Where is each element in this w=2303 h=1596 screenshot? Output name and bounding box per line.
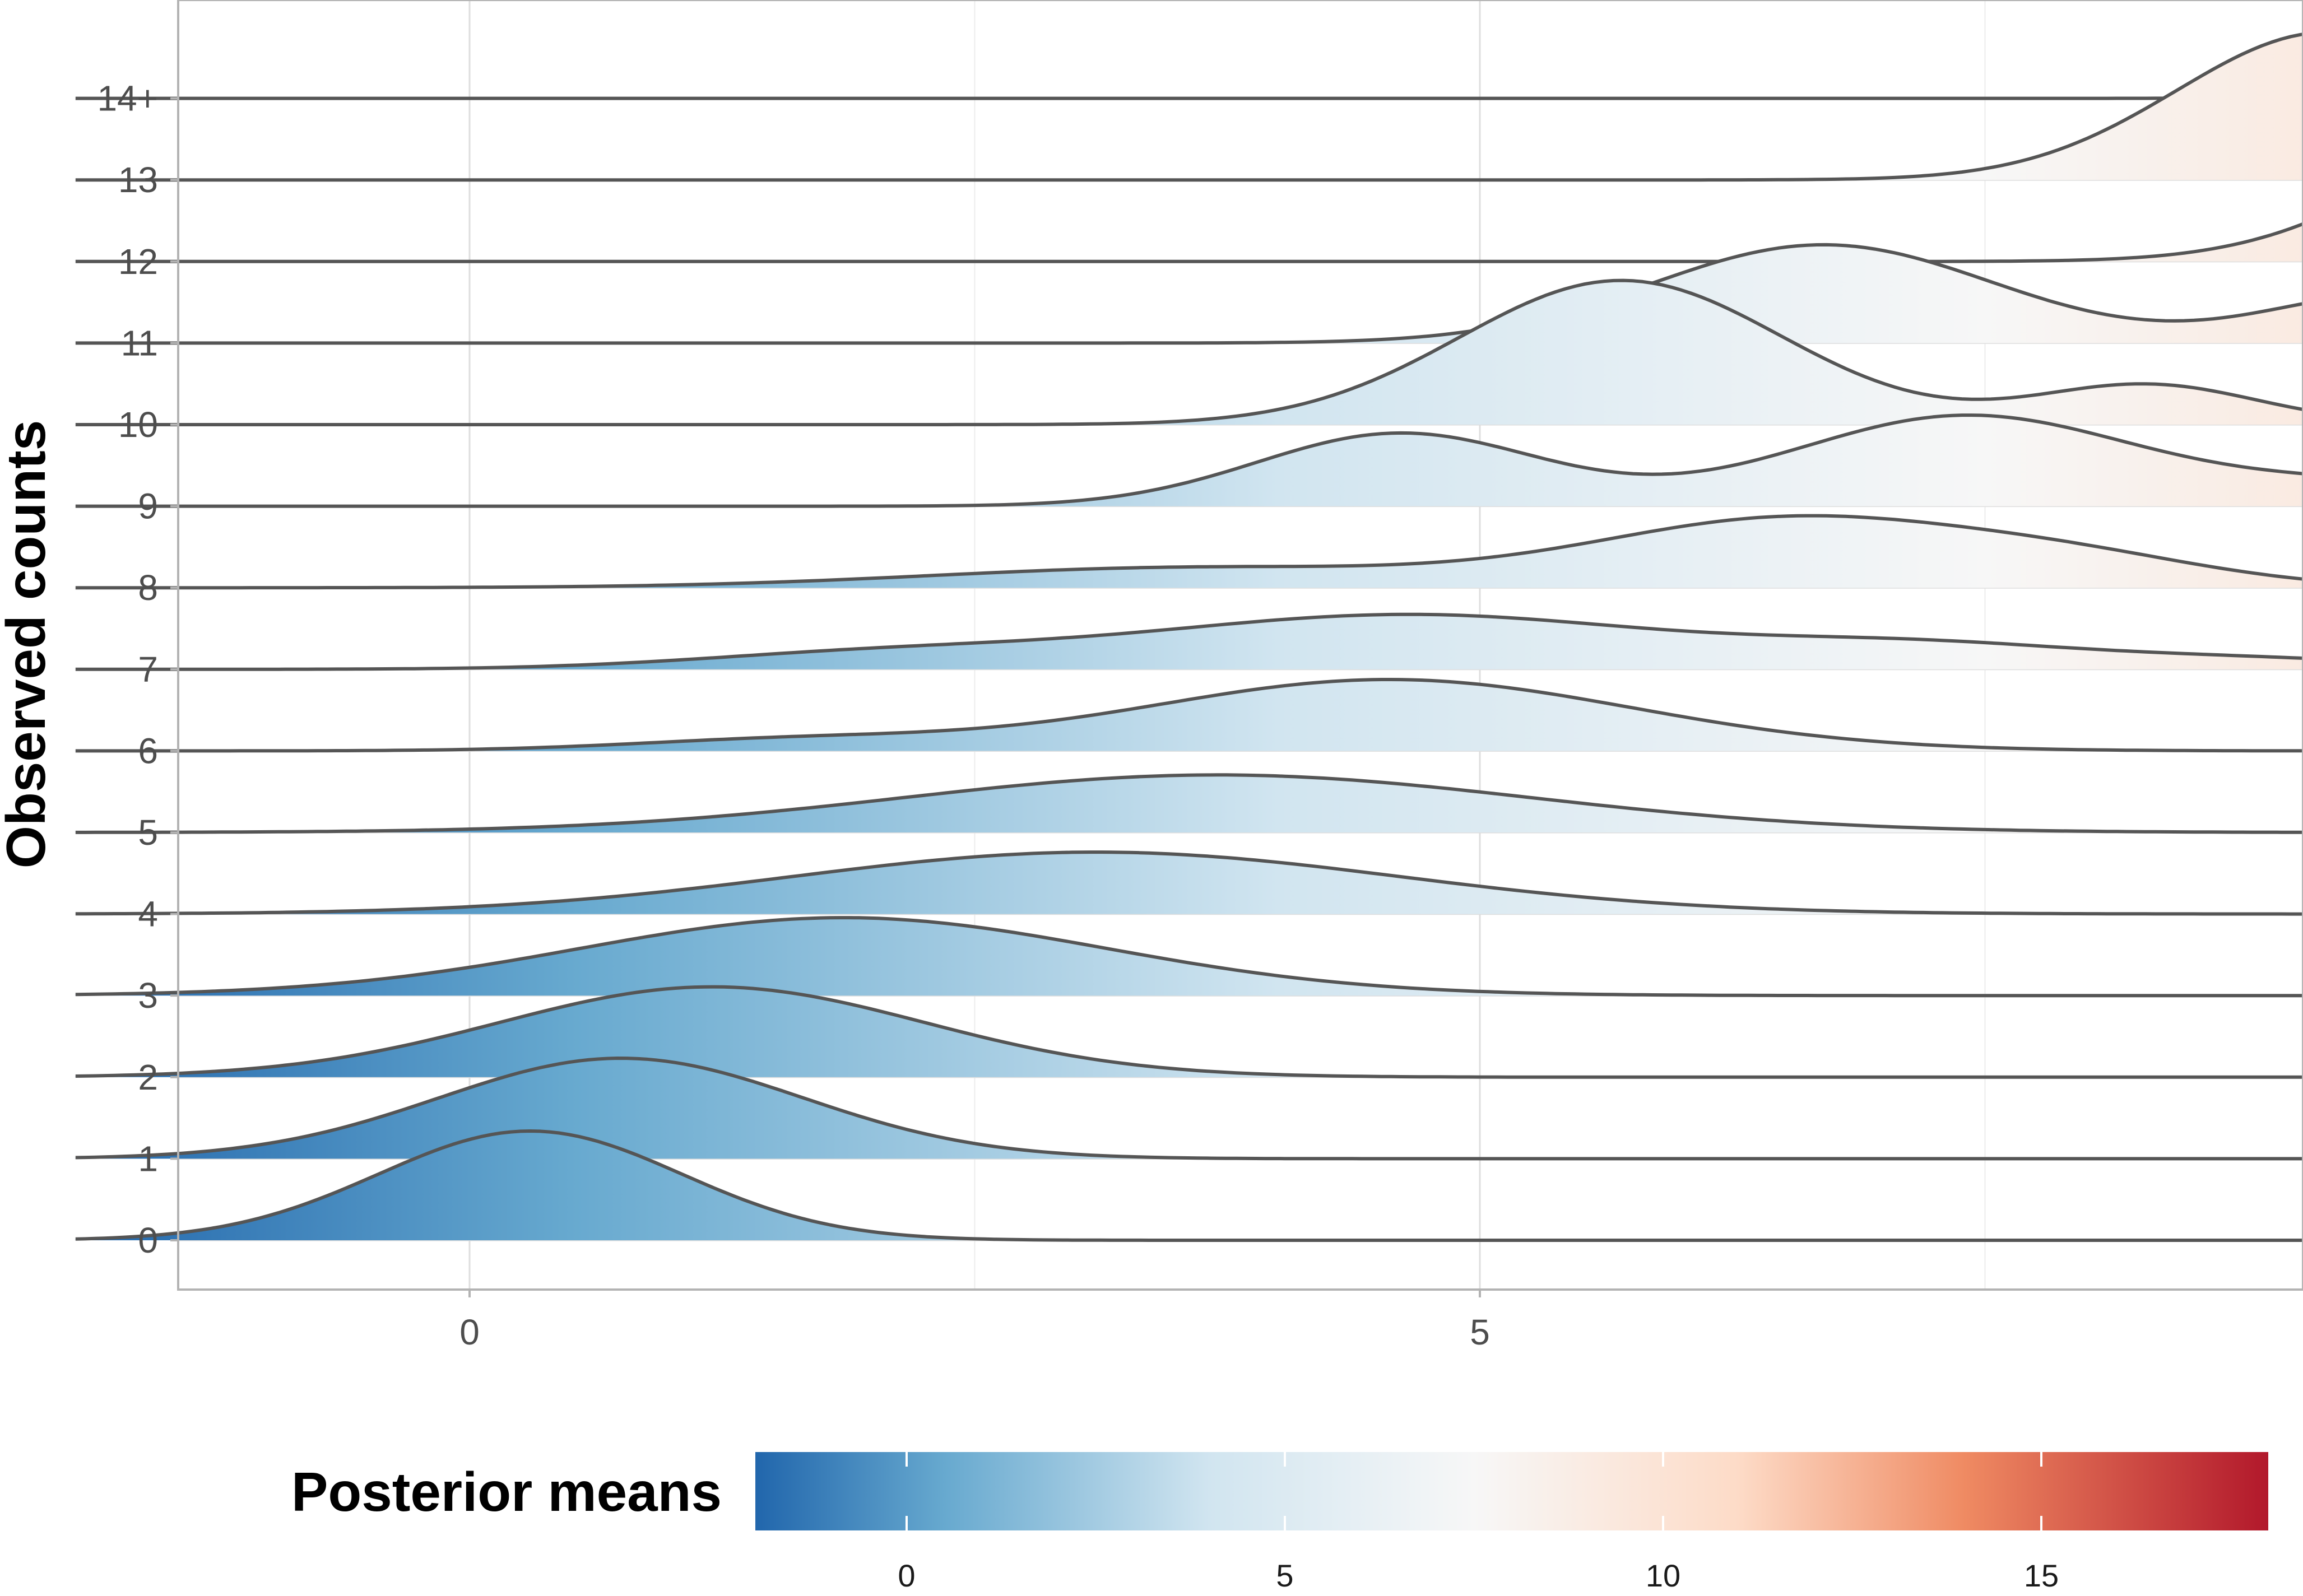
ridge-line bbox=[75, 243, 2303, 345]
ridge-line bbox=[75, 413, 2303, 508]
ridge-line bbox=[75, 678, 2303, 753]
ridge-line bbox=[75, 514, 2303, 590]
ridge-fill bbox=[75, 280, 2303, 425]
ridge-fill bbox=[75, 918, 2303, 996]
y-tick-label: 3 bbox=[138, 975, 158, 1016]
ridge-7 bbox=[75, 612, 2303, 671]
ridge-fill bbox=[75, 1058, 2303, 1159]
y-tick-label: 5 bbox=[138, 812, 158, 853]
ridge-fill bbox=[75, 34, 2303, 180]
y-tick-label: 14+ bbox=[97, 78, 158, 119]
y-tick-label: 13 bbox=[118, 160, 158, 200]
ridge-4 bbox=[75, 850, 2303, 916]
legend-tick-label: 5 bbox=[1276, 1558, 1293, 1593]
panel-border bbox=[177, 0, 2303, 1291]
legend-tick-label: 0 bbox=[898, 1558, 915, 1593]
y-tick-label: 10 bbox=[118, 404, 158, 445]
ridge-3 bbox=[75, 916, 2303, 998]
ridge-line bbox=[75, 850, 2303, 916]
ridge-5 bbox=[75, 773, 2303, 834]
ridge-14+ bbox=[75, 94, 2303, 100]
ridge-8 bbox=[75, 514, 2303, 590]
legend-tick-label: 15 bbox=[2024, 1558, 2059, 1593]
density-ridges bbox=[75, 32, 2303, 1242]
y-tick-label: 7 bbox=[138, 649, 158, 690]
ridge-10 bbox=[75, 278, 2303, 426]
ridge-fill bbox=[75, 852, 2303, 914]
ridge-line bbox=[75, 612, 2303, 671]
y-tick-label: 6 bbox=[138, 730, 158, 771]
legend-tick-label: 10 bbox=[1646, 1558, 1680, 1593]
x-tick-label: 5 bbox=[1470, 1312, 1490, 1352]
ridge-0 bbox=[75, 1129, 2303, 1242]
ridge-line bbox=[75, 773, 2303, 834]
ridge-fill bbox=[75, 515, 2303, 588]
y-tick-label: 2 bbox=[138, 1057, 158, 1097]
legend-title: Posterior means bbox=[291, 1461, 722, 1523]
legend-colorbar bbox=[755, 1452, 2268, 1530]
y-tick-label: 8 bbox=[138, 567, 158, 608]
ridge-fill bbox=[75, 614, 2303, 669]
y-tick-label: 4 bbox=[138, 894, 158, 934]
ridge-1 bbox=[75, 1057, 2303, 1161]
ridge-fill bbox=[75, 1131, 2303, 1240]
ridge-fill bbox=[75, 987, 2303, 1077]
ridge-13 bbox=[75, 32, 2303, 182]
y-tick-label: 12 bbox=[118, 241, 158, 282]
ridge-line bbox=[75, 278, 2303, 426]
ridge-line bbox=[75, 985, 2303, 1079]
ridge-line bbox=[75, 916, 2303, 998]
ridge-line bbox=[75, 1057, 2303, 1161]
y-tick-label: 1 bbox=[138, 1138, 158, 1179]
y-tick-label: 0 bbox=[138, 1220, 158, 1260]
ridge-line bbox=[75, 222, 2303, 263]
ridge-fill bbox=[75, 680, 2303, 751]
ridge-line bbox=[75, 94, 2303, 100]
ridge-fill bbox=[75, 415, 2303, 506]
ridge-2 bbox=[75, 985, 2303, 1079]
ridge-line bbox=[75, 1129, 2303, 1242]
ridge-12 bbox=[75, 222, 2303, 263]
x-tick-label: 0 bbox=[459, 1312, 480, 1352]
y-tick-label: 11 bbox=[121, 323, 158, 363]
color-legend: Posterior means 0 5 10 15 bbox=[291, 1452, 2268, 1593]
ridge-fill bbox=[75, 775, 2303, 832]
ridge-6 bbox=[75, 678, 2303, 753]
y-axis-title: Observed counts bbox=[0, 420, 57, 869]
y-tick-label: 9 bbox=[138, 486, 158, 527]
ridge-9 bbox=[75, 413, 2303, 508]
ridge-line bbox=[75, 32, 2303, 182]
